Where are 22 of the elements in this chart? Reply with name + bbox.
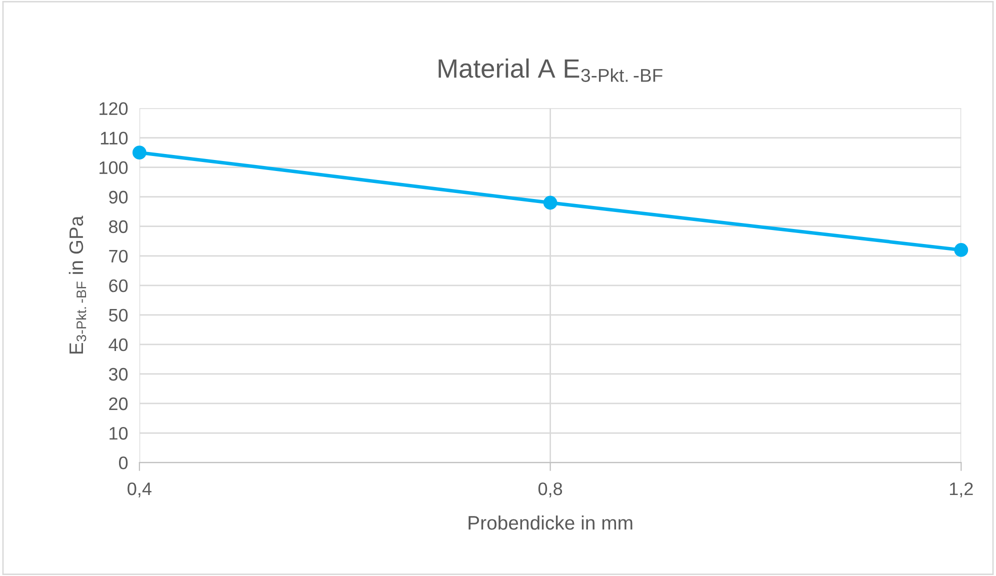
y-tick-label: 80 [109, 220, 128, 234]
y-tick-label: 50 [108, 308, 128, 322]
y-tick-label: 70 [109, 250, 128, 263]
y-tick-label: 110 [100, 132, 128, 145]
x-axis-title: Probendicke in mm [468, 515, 632, 530]
point [954, 243, 968, 257]
point [543, 196, 558, 210]
x-tick-label: 1,2 [950, 482, 973, 498]
y-tick-label: 20 [109, 397, 128, 410]
y-tick-label: 40 [108, 338, 128, 352]
y-tick-label: 0 [118, 456, 128, 470]
chart-title: Material A E$_{3-Pkt.-BF}$ [438, 58, 662, 82]
y-tick-label: 30 [108, 368, 128, 381]
y-tick-label: 10 [110, 426, 128, 440]
x-tick-label: 0,8 [538, 482, 562, 498]
y-axis-title: E$_{3-Pkt.-BF}$ in GPa [68, 216, 86, 354]
y-tick-label: 100 [100, 161, 128, 174]
x-tick-label: 0,4 [128, 482, 152, 498]
y-tick-label: 90 [109, 190, 128, 204]
y-tick-label: 120 [100, 102, 128, 116]
y-tick-label: 60 [109, 279, 128, 292]
point [132, 146, 146, 160]
